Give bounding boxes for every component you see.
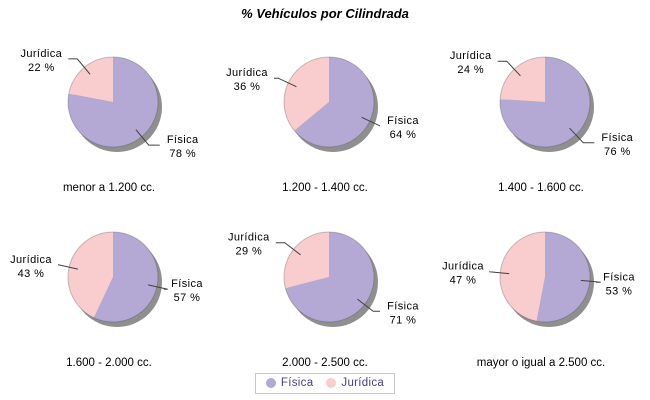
slice-label-value: 29 % xyxy=(235,246,262,258)
slice-label-name: Física xyxy=(387,115,419,127)
legend: Física Jurídica xyxy=(254,373,396,394)
slice-label-value: 57 % xyxy=(174,292,201,304)
chart-title: % Vehículos por Cilindrada xyxy=(241,6,409,21)
pie-chart: Física 53 % Jurídica 47 % xyxy=(442,231,635,327)
pie-slice xyxy=(67,232,113,318)
pie-outline xyxy=(67,56,159,148)
slice-label-name: Física xyxy=(603,271,635,283)
pie-chart: Física 57 % Jurídica 43 % xyxy=(10,231,203,327)
pie-slice xyxy=(536,232,591,322)
legend-item-fisica: Física xyxy=(265,377,314,389)
pie-cell: Física 78 % Jurídica 22 % menor a 1.200 cc. xyxy=(1,30,217,195)
pie-slice xyxy=(500,232,545,322)
slice-label-value: 43 % xyxy=(18,268,45,280)
slice-label-value: 22 % xyxy=(28,62,55,74)
pie-cell: Física 64 % Jurídica 36 % 1.200 - 1.400 cc. xyxy=(217,30,433,195)
pie-slice xyxy=(68,57,159,147)
label-leader-line xyxy=(489,271,510,275)
pie-chart: Física 64 % Jurídica 36 % xyxy=(226,56,419,152)
pie-chart: Física 71 % Jurídica 29 % xyxy=(228,231,419,327)
pie-slice xyxy=(93,232,158,322)
pie-caption: 1.200 - 1.400 cc. xyxy=(282,182,368,194)
legend-label-fisica: Física xyxy=(280,377,314,389)
slice-label-name: Física xyxy=(601,132,633,144)
pie-cell: Física 57 % Jurídica 43 % 1.600 - 2.000 cc. xyxy=(1,205,217,370)
slice-label-value: 71 % xyxy=(390,314,417,326)
pie-outline xyxy=(283,231,375,323)
label-leader-line xyxy=(275,242,301,256)
label-leader-line xyxy=(147,284,168,290)
slice-label-name: Física xyxy=(387,300,419,312)
pie-slice xyxy=(284,57,329,131)
slice-label-value: 36 % xyxy=(234,81,261,93)
pie-outline xyxy=(499,56,591,148)
slice-label-name: Jurídica xyxy=(228,232,270,244)
slice-label-value: 47 % xyxy=(450,275,477,287)
label-leader-line xyxy=(580,279,601,283)
slice-label-name: Jurídica xyxy=(450,50,492,62)
pie-outline xyxy=(283,56,375,148)
pie-chart: Física 78 % Jurídica 22 % xyxy=(20,48,199,160)
pie-cell: Física 71 % Jurídica 29 % 2.000 - 2.500 cc. xyxy=(217,205,433,370)
pie-caption: menor a 1.200 cc. xyxy=(62,182,156,194)
label-leader-line xyxy=(361,116,380,127)
label-leader-line xyxy=(135,129,160,146)
slice-label-value: 76 % xyxy=(604,146,631,158)
slice-label-name: Jurídica xyxy=(226,67,268,79)
slice-label-name: Jurídica xyxy=(20,48,62,60)
legend-wrap: Física Jurídica xyxy=(0,373,650,394)
fisica-swatch-icon xyxy=(265,378,276,388)
pie-cell: Física 53 % Jurídica 47 % mayor o igual a 2.… xyxy=(433,205,649,370)
slice-label-name: Física xyxy=(171,278,203,290)
label-leader-line xyxy=(497,60,521,77)
slice-label-value: 64 % xyxy=(390,129,417,141)
slice-label-name: Física xyxy=(167,134,199,146)
pie-slice xyxy=(283,232,329,289)
pie-caption: mayor o igual a 2.500 cc. xyxy=(476,357,606,369)
label-leader-line xyxy=(274,77,297,88)
pie-slice xyxy=(285,232,374,322)
pie-caption: 1.400 - 1.600 cc. xyxy=(498,182,584,194)
label-leader-line xyxy=(68,58,91,75)
pie-chart: Física 76 % Jurídica 24 % xyxy=(450,50,633,158)
pie-grid: Física 78 % Jurídica 22 % menor a 1.200 cc. F… xyxy=(1,30,649,370)
legend-item-juridica: Jurídica xyxy=(326,377,384,389)
pie-caption: 2.000 - 2.500 cc. xyxy=(282,357,368,369)
label-leader-line xyxy=(569,127,595,144)
pie-outline xyxy=(67,231,159,323)
pie-slice xyxy=(68,57,113,102)
slice-label-value: 78 % xyxy=(169,148,196,160)
pie-slice xyxy=(500,57,545,102)
slice-label-value: 53 % xyxy=(606,285,633,297)
legend-label-juridica: Jurídica xyxy=(341,377,385,389)
slice-label-name: Jurídica xyxy=(442,261,484,273)
slice-label-value: 24 % xyxy=(457,64,484,76)
label-leader-line xyxy=(58,264,79,270)
label-leader-line xyxy=(357,298,380,312)
pie-slice xyxy=(294,57,375,147)
juridica-swatch-icon xyxy=(326,378,337,388)
pie-outline xyxy=(499,231,591,323)
pie-cell: Física 76 % Jurídica 24 % 1.400 - 1.600 cc. xyxy=(433,30,649,195)
pie-slice xyxy=(500,57,591,147)
pie-caption: 1.600 - 2.000 cc. xyxy=(66,357,152,369)
slice-label-name: Jurídica xyxy=(10,254,52,266)
